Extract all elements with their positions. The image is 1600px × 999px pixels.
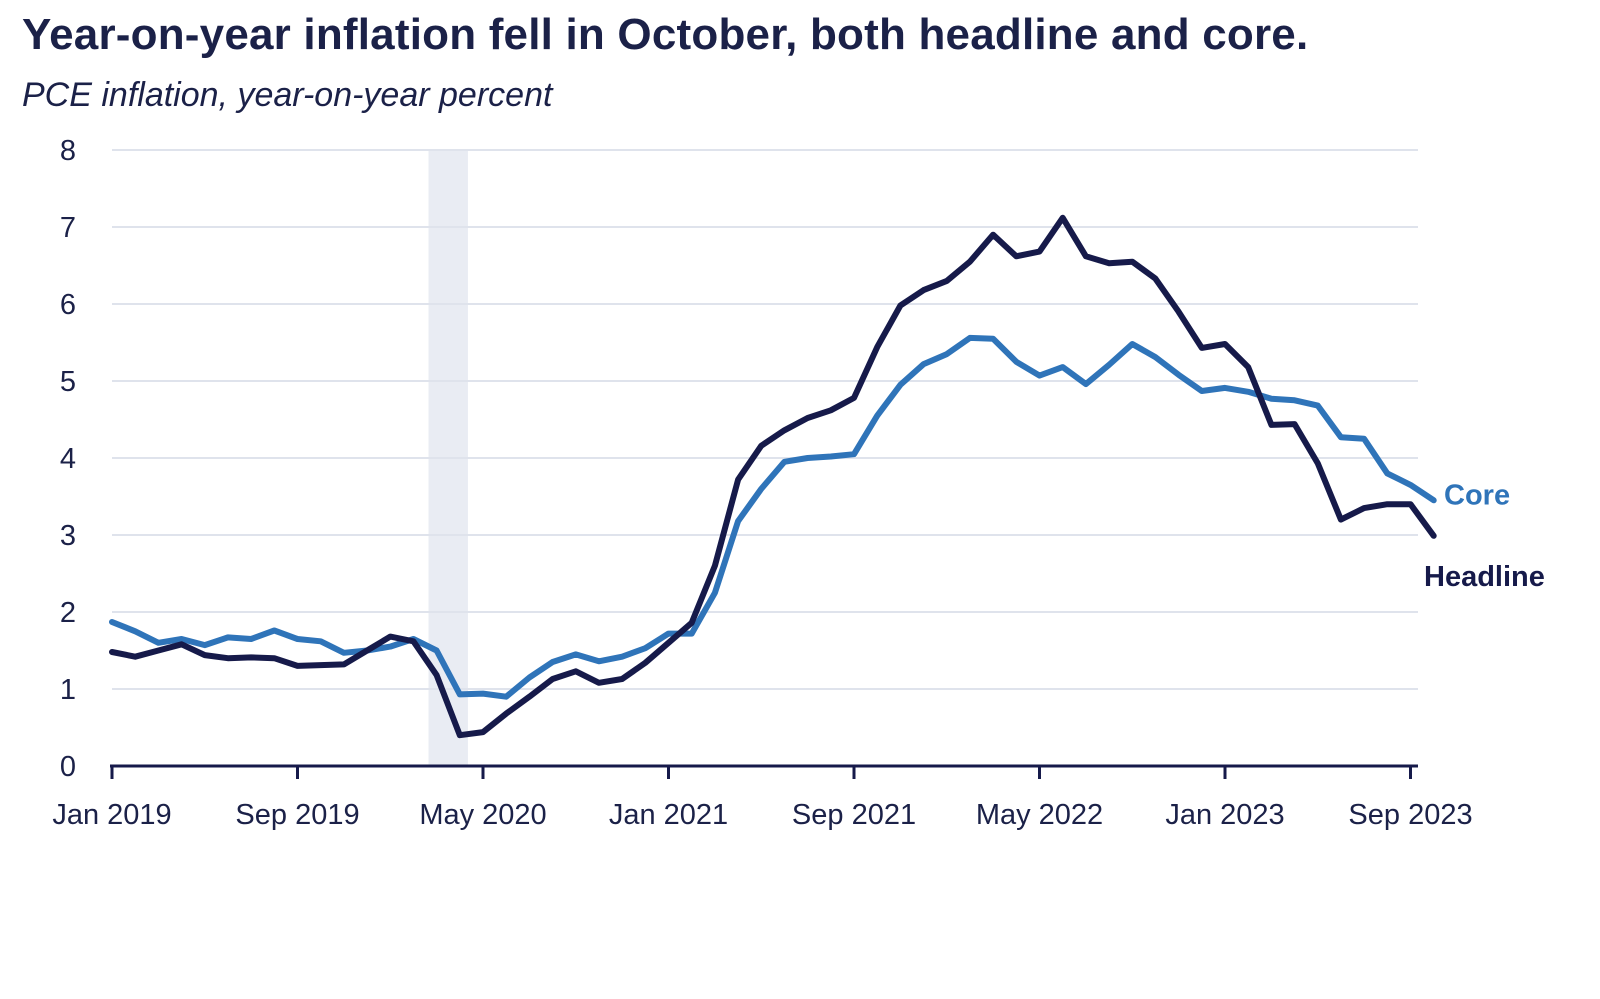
series-line-headline xyxy=(109,214,1437,739)
series-labels: Core Headline xyxy=(1424,479,1545,592)
x-tick-label: Jan 2021 xyxy=(609,799,728,831)
x-tick-label: Sep 2021 xyxy=(792,799,916,831)
x-tick-label: May 2022 xyxy=(976,799,1103,831)
y-tick-label: 7 xyxy=(60,212,76,244)
y-tick-label: 1 xyxy=(60,674,76,706)
y-tick-label: 5 xyxy=(60,366,76,398)
y-tick-label: 3 xyxy=(60,520,76,552)
gridlines xyxy=(112,149,1418,690)
x-tick-label: Sep 2019 xyxy=(235,799,359,831)
x-tick-label: Sep 2023 xyxy=(1348,799,1472,831)
y-tick-label: 0 xyxy=(60,751,76,783)
y-axis-ticks: 0 1 2 3 4 5 6 7 8 xyxy=(60,135,76,783)
y-tick-label: 4 xyxy=(60,443,76,475)
x-axis: Jan 2019 Sep 2019 May 2020 Jan 2021 Sep 2021… xyxy=(52,764,1473,831)
y-tick-label: 8 xyxy=(60,135,76,167)
series-lines xyxy=(109,214,1437,739)
y-tick-label: 2 xyxy=(60,597,76,629)
x-tick-label: May 2020 xyxy=(419,799,546,831)
series-line-core xyxy=(109,334,1437,700)
chart-subtitle: PCE inflation, year-on-year percent xyxy=(22,76,553,114)
chart-title: Year-on-year inflation fell in October, … xyxy=(22,10,1309,59)
series-label-core: Core xyxy=(1444,479,1510,511)
y-tick-label: 6 xyxy=(60,289,76,321)
series-label-headline: Headline xyxy=(1424,561,1545,593)
x-tick-label: Jan 2023 xyxy=(1165,799,1284,831)
x-tick-label: Jan 2019 xyxy=(52,799,171,831)
